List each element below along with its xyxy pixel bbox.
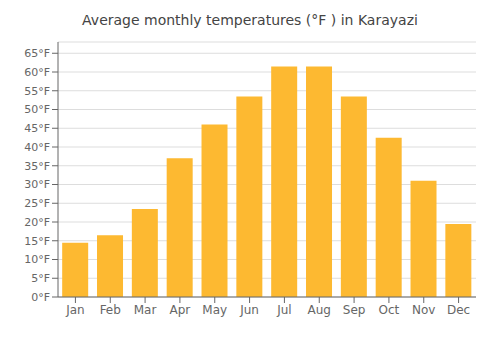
svg-text:5°F: 5°F (31, 272, 50, 285)
svg-text:Oct: Oct (379, 303, 400, 317)
svg-text:Sep: Sep (343, 303, 366, 317)
svg-text:25°F: 25°F (24, 197, 50, 210)
svg-text:Jun: Jun (239, 303, 259, 317)
svg-text:50°F: 50°F (24, 103, 50, 116)
svg-text:35°F: 35°F (24, 160, 50, 173)
svg-text:Jan: Jan (65, 303, 85, 317)
svg-text:Apr: Apr (170, 303, 191, 317)
svg-text:Jul: Jul (276, 303, 291, 317)
svg-text:55°F: 55°F (24, 85, 50, 98)
svg-text:15°F: 15°F (24, 235, 50, 248)
svg-text:60°F: 60°F (24, 66, 50, 79)
svg-text:10°F: 10°F (24, 253, 50, 266)
svg-text:Nov: Nov (412, 303, 435, 317)
svg-text:0°F: 0°F (31, 291, 50, 304)
svg-text:45°F: 45°F (24, 122, 50, 135)
svg-text:30°F: 30°F (24, 178, 50, 191)
svg-text:65°F: 65°F (24, 47, 50, 60)
svg-text:May: May (202, 303, 227, 317)
html-text:Average monthly temperatures (: Average monthly temperatures (°F ) in Ka… (82, 12, 418, 28)
svg-text:Feb: Feb (100, 303, 121, 317)
svg-text:40°F: 40°F (24, 141, 50, 154)
svg-text:20°F: 20°F (24, 216, 50, 229)
svg-text:Mar: Mar (134, 303, 157, 317)
svg-text:Aug: Aug (308, 303, 331, 317)
svg-text:Dec: Dec (447, 303, 470, 317)
